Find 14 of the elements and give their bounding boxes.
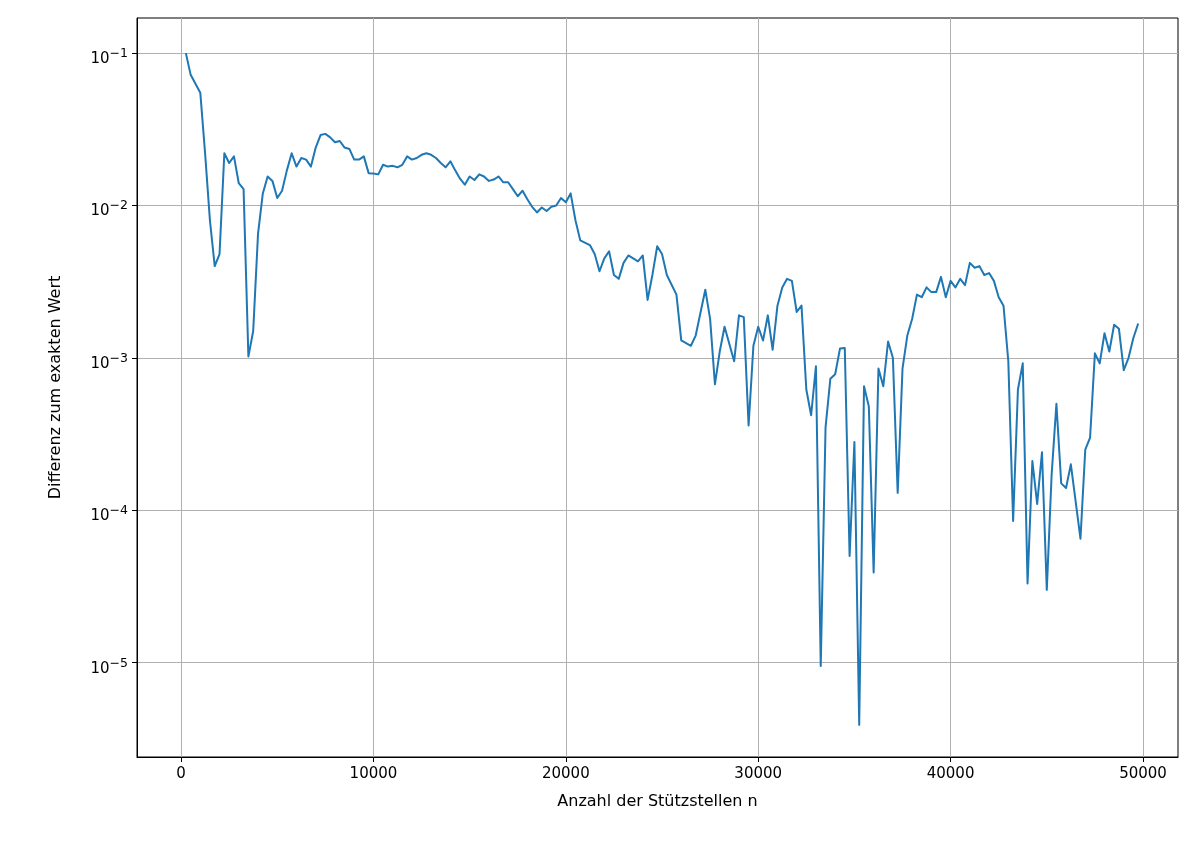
x-tick-label: 50000 (1119, 763, 1167, 782)
x-tick-label: 0 (176, 763, 186, 782)
x-tick-label: 10000 (349, 763, 398, 782)
y-tick-label: 10$^{−3}$ (90, 348, 128, 372)
x-tick-label: 40000 (926, 763, 975, 782)
x-tick-label: 30000 (734, 763, 783, 782)
y-tick-label: 10$^{−2}$ (90, 196, 128, 220)
x-axis-title: Anzahl der Stützstellen n (557, 790, 758, 810)
y-axis-title: Differenz zum exakten Wert (44, 275, 64, 500)
y-tick-label: 10$^{−1}$ (90, 44, 128, 68)
y-tick-label: 10$^{−5}$ (90, 653, 128, 677)
x-tick-label: 20000 (541, 763, 590, 782)
y-tick-label: 10$^{−4}$ (90, 501, 128, 525)
line-series (184, 52, 1140, 726)
